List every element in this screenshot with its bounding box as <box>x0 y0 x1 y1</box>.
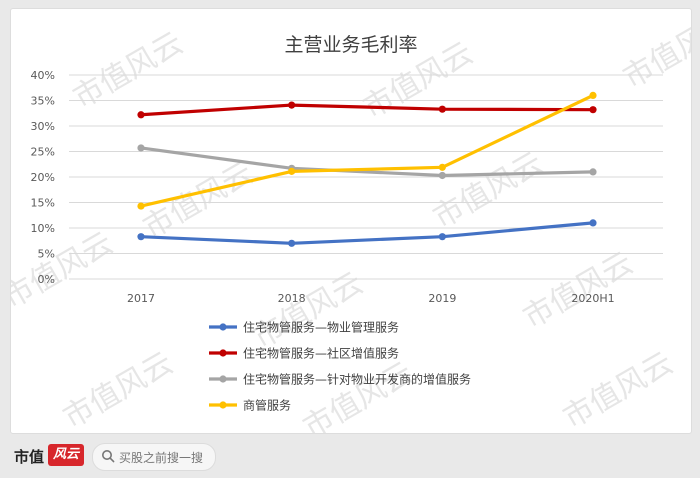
y-tick-label: 15% <box>31 197 55 210</box>
y-tick-label: 10% <box>31 222 55 235</box>
watermark-text: 市值风云 <box>298 356 419 433</box>
legend-swatch-marker <box>219 375 227 383</box>
footer-bar: 市值 风云 买股之前搜一搜 <box>0 434 700 478</box>
series-line <box>140 221 594 245</box>
legend: 住宅物管服务—物业管理服务住宅物管服务—社区增值服务住宅物管服务—针对物业开发商… <box>209 320 471 413</box>
legend-swatch-marker <box>219 349 227 357</box>
y-tick-label: 0% <box>38 273 55 286</box>
data-point <box>438 233 446 241</box>
data-point <box>438 163 446 171</box>
series-lines <box>137 91 597 247</box>
y-tick-label: 30% <box>31 120 55 133</box>
legend-label: 商管服务 <box>243 398 291 413</box>
chart-card: 市值风云 市值风云 市值风云 市值风云 市值风云 市值风云 市值风云 市值风云 市值风云 市值风云… <box>10 8 692 434</box>
x-axis-tick-labels: 2017 2018 2019 2020H1 <box>127 292 615 305</box>
series-line <box>140 93 594 208</box>
data-point <box>589 91 597 99</box>
series-line <box>140 146 594 178</box>
watermark-text: 市值风云 <box>518 246 639 336</box>
data-point <box>137 202 145 210</box>
data-point <box>438 105 446 113</box>
series-line <box>140 103 594 117</box>
watermark-text: 市值风云 <box>68 26 189 116</box>
watermark-text: 市值风云 <box>58 346 179 433</box>
y-tick-label: 25% <box>31 146 55 159</box>
data-point <box>288 101 296 109</box>
data-point <box>137 111 145 119</box>
y-tick-label: 20% <box>31 171 55 184</box>
chart-title: 主营业务毛利率 <box>284 34 417 56</box>
legend-swatch-marker <box>219 401 227 409</box>
x-tick-label: 2017 <box>127 292 155 305</box>
brand-name: 市值 <box>14 448 45 466</box>
y-tick-label: 35% <box>31 95 55 108</box>
data-point <box>438 171 446 180</box>
legend-swatch-marker <box>219 323 227 331</box>
legend-label: 住宅物管服务—针对物业开发商的增值服务 <box>243 372 471 387</box>
data-point <box>137 233 145 241</box>
y-tick-label: 40% <box>31 69 55 82</box>
search-input[interactable]: 买股之前搜一搜 <box>92 443 216 471</box>
x-tick-label: 2020H1 <box>571 292 614 305</box>
data-point <box>288 239 296 247</box>
watermark-text: 市值风云 <box>558 346 679 433</box>
search-icon <box>102 450 115 463</box>
data-point <box>589 168 597 176</box>
watermark-text: 市值风云 <box>11 226 119 316</box>
data-point <box>137 144 145 152</box>
legend-label: 住宅物管服务—社区增值服务 <box>243 346 399 361</box>
x-tick-label: 2018 <box>278 292 306 305</box>
x-tick-label: 2019 <box>428 292 456 305</box>
y-axis-tick-labels: 0% 5% 10% 15% 20% 25% 30% 35% 40% <box>31 69 55 286</box>
watermark-text: 市值风云 <box>138 156 259 246</box>
legend-label: 住宅物管服务—物业管理服务 <box>243 320 399 335</box>
y-tick-label: 5% <box>38 248 55 261</box>
brand-logo: 风云 <box>48 444 84 466</box>
search-placeholder: 买股之前搜一搜 <box>119 451 204 465</box>
data-point <box>288 167 296 175</box>
data-point <box>589 106 597 114</box>
watermark-text: 市值风云 <box>618 9 692 96</box>
watermark-text: 市值风云 <box>428 146 549 236</box>
data-point <box>589 219 597 227</box>
